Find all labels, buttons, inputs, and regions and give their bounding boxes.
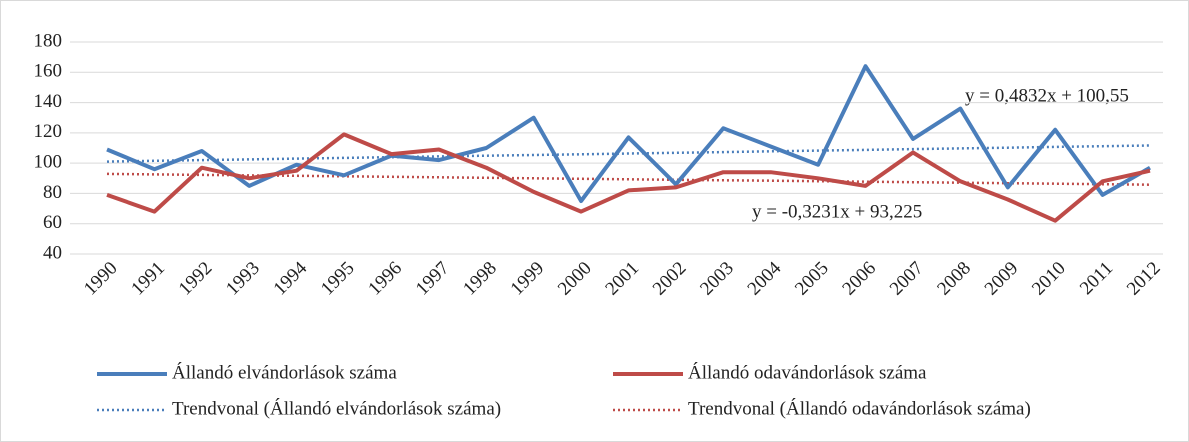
y-tick-label: 120 [34,121,63,142]
legend-label: Állandó elvándorlások száma [172,361,397,383]
legend-label: Állandó odavándorlások száma [688,361,927,383]
legend-label: Trendvonal (Állandó odavándorlások száma… [688,397,1031,419]
y-tick-label: 80 [43,182,62,203]
y-tick-label: 100 [34,152,63,173]
y-tick-label: 40 [43,242,62,263]
trend-equation: y = 0,4832x + 100,55 [965,85,1129,106]
y-tick-label: 180 [34,30,63,51]
legend-label: Trendvonal (Állandó elvándorlások száma) [172,397,501,419]
trend-line [106,144,1151,163]
y-tick-label: 60 [43,212,62,233]
y-tick-label: 140 [34,91,63,112]
trend-line [106,172,1151,186]
trend-equation: y = -0,3231x + 93,225 [752,201,922,222]
data-line [106,132,1151,223]
y-tick-label: 160 [34,61,63,82]
